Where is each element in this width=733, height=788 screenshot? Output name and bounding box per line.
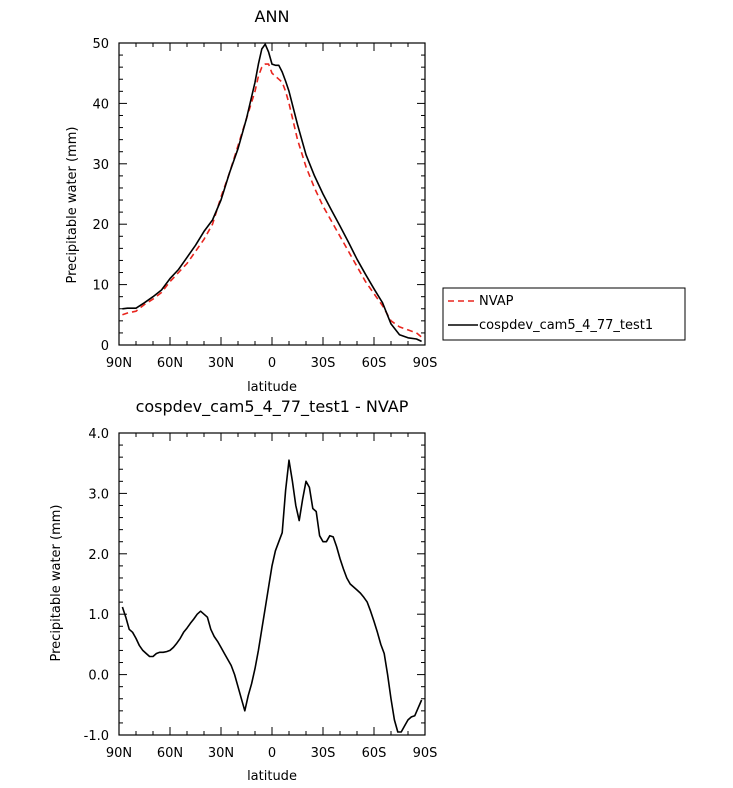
top-panel-series-line-1 [122, 43, 422, 343]
top-panel-x-tick-label: 60S [362, 356, 387, 371]
top-panel-x-axis-label: latitude [247, 380, 297, 395]
top-panel: ANN 90N 60N 30N 0 30S 60S 90S 0 10 20 30 40 50 lati… [65, 7, 437, 395]
bottom-panel-x-tick-label: 90S [413, 746, 438, 761]
bottom-panel-y-tick-label: 0.0 [88, 669, 109, 684]
top-panel-x-tick-label: 60N [157, 356, 183, 371]
bottom-panel-x-tick-label: 30S [311, 746, 336, 761]
top-panel-x-tick-label: 90N [106, 356, 132, 371]
bottom-panel-ticks [118, 432, 426, 736]
top-panel-x-tick-label: 0 [268, 356, 276, 371]
top-panel-y-axis-label: Precipitable water (mm) [65, 127, 80, 284]
top-panel-title: ANN [255, 7, 290, 26]
bottom-panel-y-tick-label: 3.0 [88, 487, 109, 502]
bottom-panel-y-tick-label: 2.0 [88, 548, 109, 563]
legend-box [442, 287, 686, 341]
bottom-panel-x-tick-label: 90N [106, 746, 132, 761]
bottom-panel-x-tick-label: 0 [268, 746, 276, 761]
bottom-panel-x-tick-label: 60S [362, 746, 387, 761]
bottom-panel-y-tick-label: -1.0 [84, 729, 109, 744]
top-panel-y-tick-label: 50 [92, 37, 109, 52]
legend-label-nvap: NVAP [479, 294, 514, 309]
bottom-panel: cospdev_cam5_4_77_test1 - NVAP 90N 60N 30N… [49, 397, 437, 784]
top-panel-ticks [118, 42, 426, 346]
top-panel-y-tick-label: 20 [92, 218, 109, 233]
bottom-panel-y-tick-label: 4.0 [88, 427, 109, 442]
top-panel-y-tick-label: 0 [101, 339, 109, 354]
bottom-panel-y-tick-labels: -1.0 0.0 1.0 2.0 3.0 4.0 [84, 427, 109, 744]
bottom-panel-plot-frame [118, 432, 426, 736]
top-panel-x-tick-labels: 90N 60N 30N 0 30S 60S 90S [106, 356, 438, 371]
bottom-panel-y-axis-label: Precipitable water (mm) [49, 505, 64, 662]
bottom-panel-title: cospdev_cam5_4_77_test1 - NVAP [136, 397, 409, 417]
top-panel-plot-frame [118, 42, 426, 346]
bottom-panel-series-line-0 [121, 459, 423, 733]
top-panel-series [122, 43, 423, 343]
bottom-panel-x-axis-label: latitude [247, 769, 297, 784]
top-panel-y-tick-label: 40 [92, 97, 109, 112]
top-panel-y-tick-labels: 0 10 20 30 40 50 [92, 37, 109, 354]
top-panel-y-tick-label: 30 [92, 158, 109, 173]
top-panel-series-line-0 [122, 63, 423, 338]
bottom-panel-y-tick-label: 1.0 [88, 608, 109, 623]
bottom-panel-x-tick-labels: 90N 60N 30N 0 30S 60S 90S [106, 746, 438, 761]
top-panel-x-tick-label: 30S [311, 356, 336, 371]
top-panel-x-tick-label: 30N [208, 356, 234, 371]
legend: NVAP cospdev_cam5_4_77_test1 [442, 287, 686, 341]
top-panel-y-tick-label: 10 [92, 279, 109, 294]
bottom-panel-series [121, 459, 423, 733]
bottom-panel-x-tick-label: 60N [157, 746, 183, 761]
top-panel-x-tick-label: 90S [413, 356, 438, 371]
legend-label-model: cospdev_cam5_4_77_test1 [479, 318, 653, 333]
bottom-panel-x-tick-label: 30N [208, 746, 234, 761]
